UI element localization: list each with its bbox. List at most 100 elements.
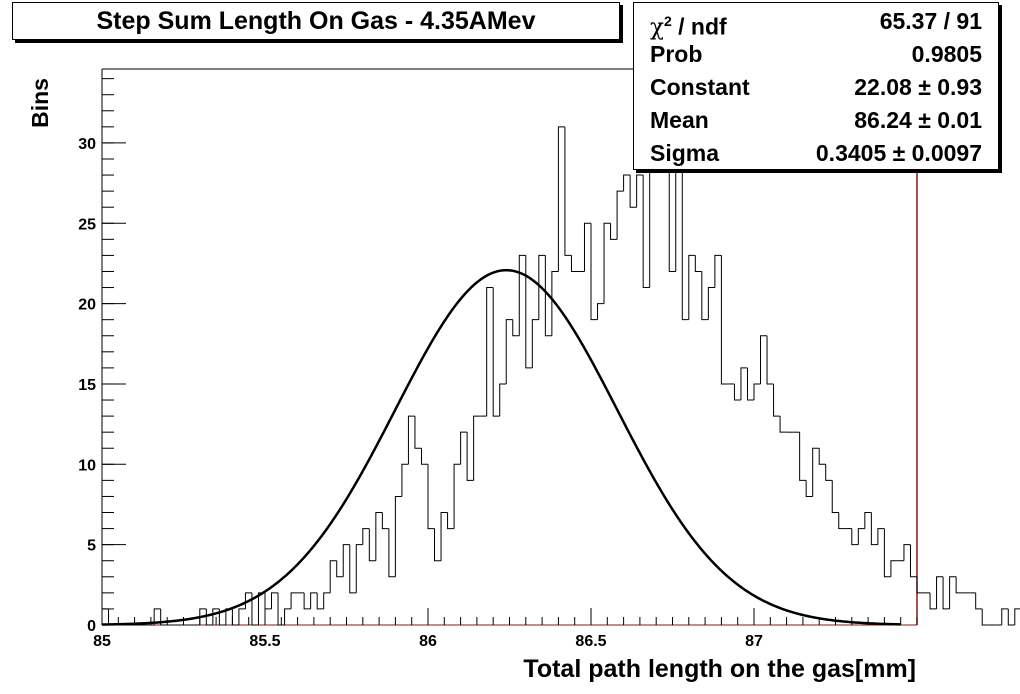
histogram-bin [505,319,513,384]
histogram-bin [355,544,363,593]
stat-row-constant: Constant 22.08 ± 0.93 [650,71,982,104]
histogram-bin [870,512,878,546]
histogram-bin [492,287,500,417]
histogram-bin [557,126,565,272]
histogram-bin [701,271,709,321]
histogram-bin [323,592,331,609]
histogram-bin [616,190,624,240]
y-tick-label: 20 [78,297,96,314]
histogram-bin [629,175,637,208]
histogram-bin [929,592,937,610]
histogram-bin [707,287,715,320]
histogram-bin [812,447,820,497]
histogram-bin [303,592,311,610]
x-axis-label: Total path length on the gas[mm] [523,655,916,683]
histogram-bin [264,592,272,610]
histogram-bin [257,592,265,625]
histogram-bin [1014,608,1020,625]
histogram-bin [407,415,415,465]
histogram-bin [649,158,657,288]
histogram-bin [231,608,239,626]
histogram-bin [636,174,644,208]
histogram-bin [942,576,950,610]
stat-row-chi2: χ2 / ndf 65.37 / 91 [650,5,982,41]
histogram-bin [694,255,702,272]
histogram-bin [375,512,383,561]
histogram-bin [583,222,591,272]
histogram-bin [205,608,213,626]
stat-label-mean: Mean [650,107,709,133]
histogram-bin [799,432,807,481]
histogram-bin [342,544,350,577]
stat-label-sigma: Sigma [650,140,720,166]
histogram-bin [916,576,924,594]
histogram-bin [851,528,859,546]
stat-label-chi2: χ2 / ndf [650,13,727,41]
histogram-bin [864,512,872,529]
fit-curve [101,268,901,626]
histogram-bin [681,142,689,321]
histogram-bin [955,576,963,594]
stat-row-prob: Prob 0.9805 [650,38,982,71]
histogram-bin [349,544,357,594]
histogram-bin [414,416,422,449]
y-axis-label: Bins [27,78,53,128]
histogram-bin [597,303,605,320]
histogram-bin [642,175,650,289]
histogram-bin [779,416,787,433]
histogram-bin [766,335,774,385]
x-tick-label: 85 [93,633,111,650]
histogram-bin [460,431,468,465]
histogram-bin [518,254,526,336]
histogram-bin [903,544,911,561]
histogram-bin [1007,608,1015,626]
histogram-bin [512,319,520,337]
histogram-bin [714,254,722,288]
histogram-bin [805,480,813,497]
stat-label-constant: Constant [650,74,750,100]
histogram-bin [936,576,944,609]
stat-row-sigma: Sigma 0.3405 ± 0.0097 [650,137,982,170]
histogram-bin [890,560,898,577]
histogram-bin [277,592,285,626]
stat-row-mean: Mean 86.24 ± 0.01 [650,104,982,137]
x-tick-label: 85.5 [249,633,280,650]
histogram-bin [603,222,611,304]
stat-value-chi2: 65.37 / 91 [879,8,982,34]
histogram-bin [760,335,768,384]
histogram-bin [310,592,318,609]
stat-value-constant: 22.08 ± 0.93 [854,74,982,100]
histogram-bin [909,544,917,578]
histogram-bin [525,255,533,369]
histogram-bin [271,592,279,609]
histogram-bin [394,495,402,577]
histogram-bin [564,126,572,256]
histogram-bin [740,367,748,401]
x-tick-label: 86.5 [575,633,606,650]
stat-value-sigma: 0.3405 ± 0.0097 [815,140,982,166]
gaussian-fit-line [101,268,901,626]
histogram-bin [486,287,494,417]
histogram-bin [688,254,696,320]
histogram-bin [857,528,865,545]
histogram-bin [153,608,161,625]
histogram-bin [427,464,435,530]
histogram-bin [733,383,741,401]
histogram-bin [544,255,552,337]
histogram-bin [499,383,507,417]
histogram-bin [212,608,220,625]
stats-box: χ2 / ndf 65.37 / 91 Prob 0.9805 Constant… [633,2,999,170]
histogram-bin [160,608,168,626]
histogram-bin [420,448,428,465]
histogram-bin [825,464,833,481]
histogram-bin [362,528,370,545]
histogram-bin [336,560,344,578]
histogram-bin [746,367,754,401]
histogram-bin [440,512,448,561]
histogram-bin [329,560,337,593]
stat-label-prob: Prob [650,41,703,67]
histogram-bin [831,480,839,514]
histogram-bin [981,608,989,626]
histogram-bin [590,223,598,321]
